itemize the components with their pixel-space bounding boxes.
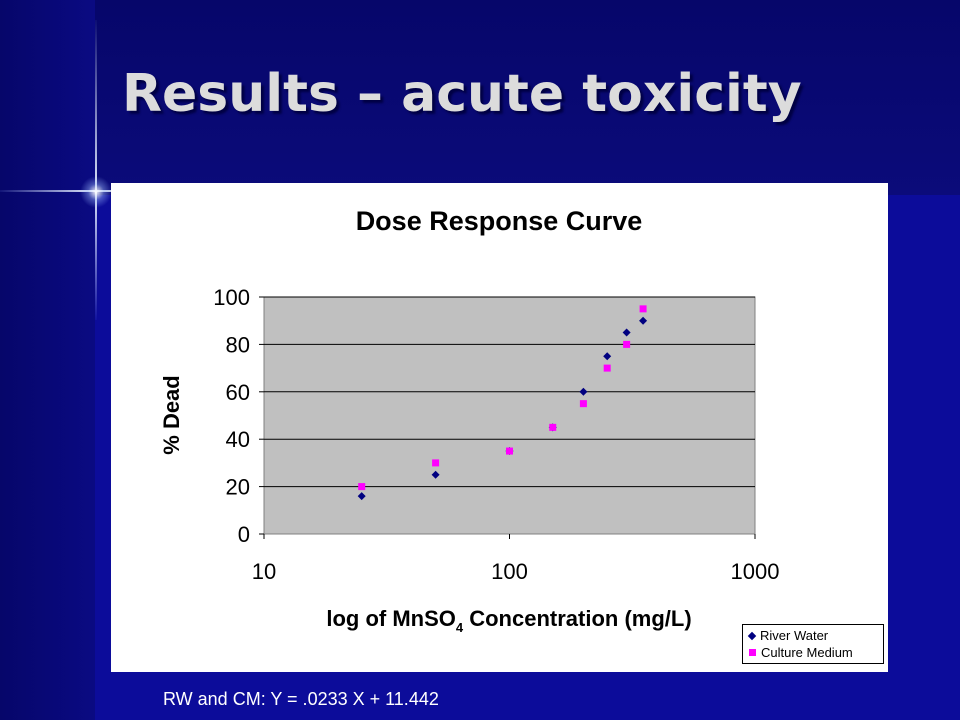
regression-equation: RW and CM: Y = .0233 X + 11.442 [163, 689, 439, 709]
x-axis-label: log of MnSO4 Concentration (mg/L) [326, 606, 691, 635]
legend-item-river-water: River Water [746, 627, 883, 644]
data-points [357, 305, 648, 501]
y-tick-label-40: 40 [226, 427, 250, 452]
y-axis-label: % Dead [159, 375, 184, 454]
chart-title: Dose Response Curve [356, 206, 643, 236]
culture-medium-point-2 [506, 447, 513, 455]
x-tick-label-100: 100 [491, 559, 528, 584]
y-tick-label-0: 0 [238, 522, 250, 547]
river-water-point-6 [622, 328, 631, 337]
river-water-point-0 [357, 492, 366, 501]
culture-medium-point-7 [639, 305, 647, 313]
y-tick-label-60: 60 [226, 380, 250, 405]
legend-label-culture-medium: Culture Medium [761, 645, 853, 660]
culture-medium-point-5 [603, 364, 611, 372]
x-axis-label-rest: Concentration (mg/L) [463, 606, 692, 631]
y-tick-label-80: 80 [226, 332, 250, 357]
culture-medium-point-4 [579, 400, 587, 408]
river-water-point-5 [603, 352, 612, 361]
river-water-point-1 [431, 470, 440, 479]
light-flare-vertical [95, 20, 97, 320]
left-stripe [0, 0, 95, 720]
culture-medium-point-3 [549, 423, 557, 431]
y-tick-label-100: 100 [213, 285, 250, 310]
header-background [0, 0, 960, 195]
y-tick-labels: 0 20 40 60 80 100 [213, 285, 250, 547]
x-tick-label-1000: 1000 [731, 559, 780, 584]
square-marker-icon [749, 649, 756, 656]
slide-title: Results – acute toxicity [122, 64, 802, 124]
chart-legend: River Water Culture Medium [742, 624, 884, 664]
chart-container: Dose Response Curve 0 20 40 60 80 100 10 100 10… [111, 183, 888, 672]
legend-item-culture-medium: Culture Medium [746, 644, 883, 661]
light-flare-glow [80, 176, 112, 208]
x-tick-label-10: 10 [252, 559, 276, 584]
legend-label-river-water: River Water [760, 628, 829, 643]
x-axis-label-subscript: 4 [456, 620, 464, 635]
x-axis-label-main: log of MnSO [326, 606, 456, 631]
river-water-point-7 [639, 316, 648, 325]
diamond-marker-icon [747, 631, 757, 640]
culture-medium-point-6 [623, 340, 631, 348]
plot-area [263, 296, 756, 535]
y-tick-label-20: 20 [226, 475, 250, 500]
gridlines [259, 296, 756, 539]
river-water-point-4 [579, 387, 588, 396]
x-tick-labels: 10 100 1000 [252, 559, 780, 584]
culture-medium-point-1 [432, 459, 440, 467]
culture-medium-point-0 [358, 483, 366, 491]
